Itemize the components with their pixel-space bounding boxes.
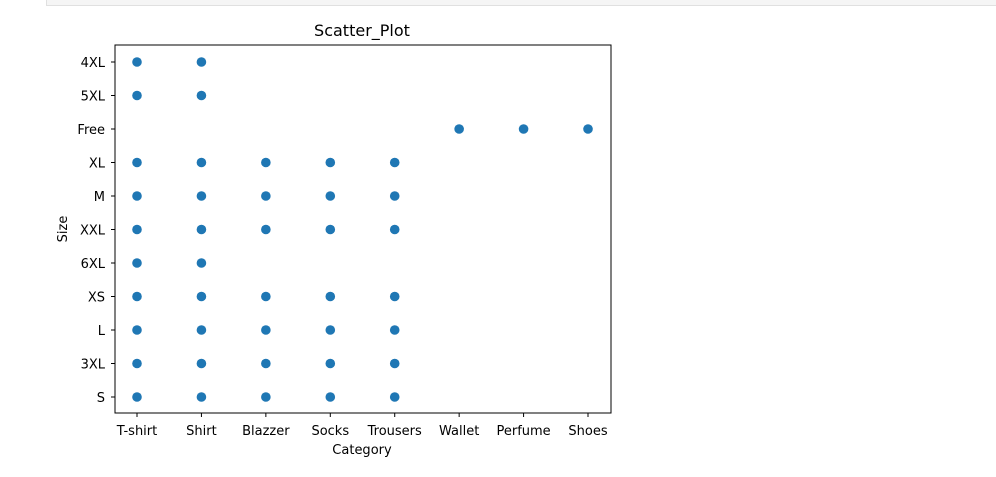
x-tick-label: Trousers <box>367 424 422 439</box>
scatter-point <box>325 325 336 335</box>
scatter-point <box>389 191 400 201</box>
scatter-point <box>261 191 271 201</box>
scatter-point <box>325 291 336 302</box>
scatter-point <box>196 157 207 168</box>
scatter-point <box>132 157 142 168</box>
scatter-point <box>196 325 207 335</box>
scatter-point <box>132 57 142 67</box>
y-tick-label: S <box>97 391 105 406</box>
scatter-point <box>196 191 207 201</box>
scatter-point <box>518 124 529 134</box>
scatter-point <box>196 291 207 302</box>
scatter-point <box>261 291 271 302</box>
scatter-point <box>132 291 142 302</box>
chart-title: Scatter_Plot <box>314 21 410 41</box>
y-tick-label: Free <box>77 123 105 138</box>
plot-area-frame <box>114 44 612 414</box>
scatter-point <box>132 191 142 201</box>
scatter-point <box>132 358 142 369</box>
y-tick-label: XL <box>89 157 106 172</box>
notebook-cell-edge <box>46 0 996 6</box>
scatter-point <box>196 224 207 235</box>
x-axis-title: Category <box>332 443 392 458</box>
scatter-point <box>196 358 207 369</box>
scatter-point <box>261 157 271 168</box>
scatter-point <box>325 191 336 201</box>
y-tick-label: 6XL <box>81 257 106 272</box>
x-tick-label: Shoes <box>568 424 607 439</box>
scatter-point <box>389 224 400 235</box>
scatter-point <box>261 358 271 369</box>
scatter-point <box>325 358 336 369</box>
scatter-point <box>196 90 207 101</box>
scatter-point <box>261 325 271 335</box>
x-tick-label: Blazzer <box>242 424 290 439</box>
y-tick-label: M <box>94 190 105 205</box>
scatter-point <box>196 57 207 67</box>
scatter-point <box>132 392 142 402</box>
x-tick-label: Socks <box>311 424 349 439</box>
scatter-point <box>454 124 464 134</box>
scatter-point <box>583 124 593 134</box>
x-axis: T-shirt Shirt Blazzer Socks Trousers Wallet Pe… <box>116 413 608 439</box>
y-tick-label: L <box>98 324 106 339</box>
scatter-point <box>261 392 271 402</box>
y-tick-label: XS <box>88 291 105 306</box>
x-tick-label: Wallet <box>439 424 479 439</box>
scatter-point <box>261 224 271 235</box>
scatter-point <box>389 358 400 369</box>
y-tick-label: 4XL <box>81 56 106 71</box>
scatter-point <box>389 291 400 302</box>
scatter-point <box>132 90 142 101</box>
y-tick-label: 3XL <box>81 358 106 373</box>
scatter-point <box>132 224 142 235</box>
data-points <box>132 57 593 402</box>
y-tick-label: XXL <box>80 224 106 239</box>
x-tick-label: Shirt <box>186 424 217 439</box>
scatter-point <box>325 392 336 402</box>
scatter-point <box>325 157 336 168</box>
x-tick-label: T-shirt <box>116 424 158 439</box>
x-tick-label: Perfume <box>496 424 550 439</box>
scatter-point <box>196 392 207 402</box>
scatter-point <box>325 224 336 235</box>
y-axis: S 3XL L XS 6XL XXL M XL Free 5XL 4XL <box>77 56 115 406</box>
scatter-point <box>132 325 142 335</box>
scatter-point <box>196 258 207 268</box>
scatter-point <box>389 157 400 168</box>
y-axis-title: Size <box>56 216 71 243</box>
scatter-point <box>389 392 400 402</box>
y-tick-label: 5XL <box>81 90 106 105</box>
scatter-point <box>389 325 400 335</box>
scatter-point <box>132 258 142 268</box>
